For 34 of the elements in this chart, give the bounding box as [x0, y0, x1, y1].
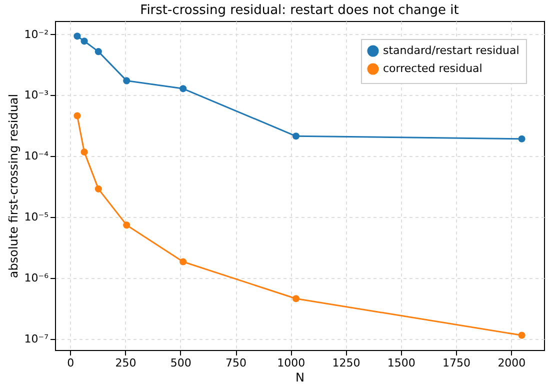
point: [74, 112, 81, 120]
point: [180, 258, 187, 266]
point: [94, 185, 102, 192]
x-tick-label: 1000: [277, 356, 306, 370]
x-tick-label: 750: [226, 356, 247, 370]
x-tick-label: 1250: [332, 356, 360, 370]
y-tick-label: 10⁻⁴: [24, 150, 50, 163]
point: [80, 38, 88, 45]
y-tick-label: 10⁻⁷: [24, 332, 48, 346]
x-tick-label: 1500: [387, 356, 416, 370]
x-tick-label: 250: [115, 356, 136, 370]
y-tick-label: 10⁻⁵: [24, 210, 48, 224]
y-tick-label: 10⁻²: [24, 28, 48, 41]
legend-label: standard/restart residual: [383, 44, 520, 57]
point: [292, 132, 300, 140]
x-tick-label: 500: [170, 356, 192, 370]
point: [123, 77, 130, 84]
x-tick-label: 2000: [498, 356, 526, 370]
x-tick-label: 1750: [442, 356, 471, 370]
point: [292, 295, 300, 302]
point: [518, 135, 526, 142]
point: [80, 148, 88, 156]
legend-label: corrected residual: [383, 62, 482, 75]
point: [518, 332, 526, 339]
x-axis-title: N: [296, 370, 304, 384]
y-axis-title: absolute first-crossing residual: [6, 94, 20, 278]
x-tick-label: 0: [67, 356, 74, 370]
point: [180, 85, 187, 92]
point: [74, 32, 81, 40]
point: [94, 48, 102, 56]
point: [123, 222, 130, 229]
chart-title: First-crossing residual: restart does not change it: [140, 3, 459, 18]
y-tick-label: 10⁻³: [24, 88, 48, 102]
y-tick-label: 10⁻⁶: [24, 272, 50, 285]
